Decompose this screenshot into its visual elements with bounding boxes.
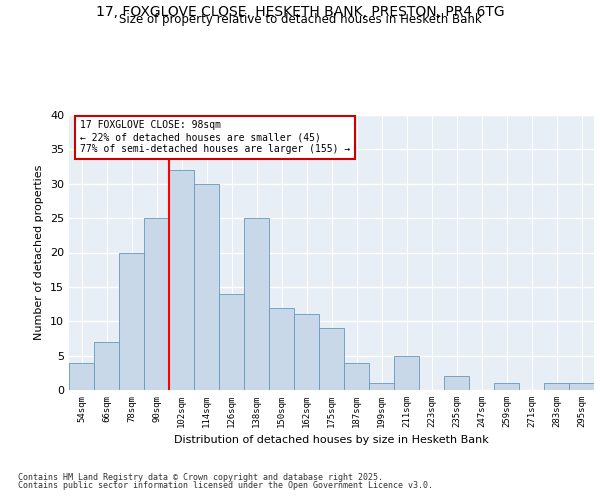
X-axis label: Distribution of detached houses by size in Hesketh Bank: Distribution of detached houses by size … [174,436,489,446]
Text: 17 FOXGLOVE CLOSE: 98sqm
← 22% of detached houses are smaller (45)
77% of semi-d: 17 FOXGLOVE CLOSE: 98sqm ← 22% of detach… [79,120,350,154]
Y-axis label: Number of detached properties: Number of detached properties [34,165,44,340]
Bar [144,218,169,390]
Bar [244,218,269,390]
Bar [169,170,194,390]
Bar [269,308,294,390]
Bar [369,383,394,390]
Text: 17, FOXGLOVE CLOSE, HESKETH BANK, PRESTON, PR4 6TG: 17, FOXGLOVE CLOSE, HESKETH BANK, PRESTO… [95,5,505,19]
Text: Size of property relative to detached houses in Hesketh Bank: Size of property relative to detached ho… [119,12,481,26]
Text: Contains HM Land Registry data © Crown copyright and database right 2025.: Contains HM Land Registry data © Crown c… [18,472,383,482]
Bar [319,328,344,390]
Bar [544,383,569,390]
Bar [194,184,219,390]
Bar [494,383,519,390]
Bar [569,383,594,390]
Bar [444,376,469,390]
Bar [94,342,119,390]
Bar [69,362,94,390]
Text: Contains public sector information licensed under the Open Government Licence v3: Contains public sector information licen… [18,481,433,490]
Bar [219,294,244,390]
Bar [344,362,369,390]
Bar [294,314,319,390]
Bar [119,252,144,390]
Bar [394,356,419,390]
